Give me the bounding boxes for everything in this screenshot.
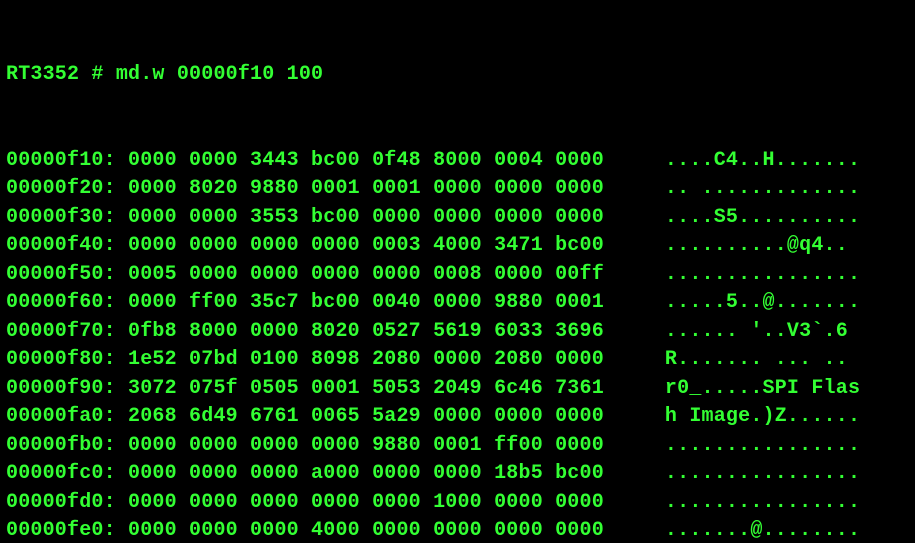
hex-words: 0000 0000 0000 4000 0000 0000 0000 0000 <box>116 519 604 542</box>
hex-address: 00000f60: <box>6 291 116 314</box>
hex-words: 0000 0000 0000 0000 9880 0001 ff00 0000 <box>116 434 604 457</box>
hex-address: 00000fb0: <box>6 434 116 457</box>
hex-address: 00000f30: <box>6 206 116 229</box>
hex-address: 00000fa0: <box>6 405 116 428</box>
ascii-column: ................ <box>604 462 860 485</box>
ascii-column: ................ <box>604 263 860 286</box>
hex-address: 00000f90: <box>6 377 116 400</box>
ascii-column: h Image.)Z...... <box>604 405 860 428</box>
hex-words: 2068 6d49 6761 0065 5a29 0000 0000 0000 <box>116 405 604 428</box>
hexdump-row: 00000f30: 0000 0000 3553 bc00 0000 0000 … <box>6 204 909 233</box>
hex-words: 0000 0000 3553 bc00 0000 0000 0000 0000 <box>116 206 604 229</box>
hex-words: 1e52 07bd 0100 8098 2080 0000 2080 0000 <box>116 348 604 371</box>
ascii-column: ................ <box>604 491 860 514</box>
hexdump-row: 00000fc0: 0000 0000 0000 a000 0000 0000 … <box>6 460 909 489</box>
hex-address: 00000f50: <box>6 263 116 286</box>
command-line: RT3352 # md.w 00000f10 100 <box>6 61 909 90</box>
hexdump-row: 00000fb0: 0000 0000 0000 0000 9880 0001 … <box>6 432 909 461</box>
ascii-column: .. ............. <box>604 177 860 200</box>
hexdump-row: 00000f50: 0005 0000 0000 0000 0000 0008 … <box>6 261 909 290</box>
hexdump-row: 00000fa0: 2068 6d49 6761 0065 5a29 0000 … <box>6 403 909 432</box>
hex-address: 00000fd0: <box>6 491 116 514</box>
hex-address: 00000f20: <box>6 177 116 200</box>
ascii-column: ...... '..V3`.6 <box>604 320 848 343</box>
hexdump-row: 00000f10: 0000 0000 3443 bc00 0f48 8000 … <box>6 147 909 176</box>
ascii-column: .......@........ <box>604 519 860 542</box>
hexdump-row: 00000f70: 0fb8 8000 0000 8020 0527 5619 … <box>6 318 909 347</box>
terminal-output: RT3352 # md.w 00000f10 100 00000f10: 000… <box>0 0 915 543</box>
hexdump-row: 00000f60: 0000 ff00 35c7 bc00 0040 0000 … <box>6 289 909 318</box>
hex-words: 0000 0000 0000 0000 0003 4000 3471 bc00 <box>116 234 604 257</box>
hexdump-row: 00000f80: 1e52 07bd 0100 8098 2080 0000 … <box>6 346 909 375</box>
command-text: md.w 00000f10 100 <box>116 63 323 86</box>
hexdump-row: 00000f20: 0000 8020 9880 0001 0001 0000 … <box>6 175 909 204</box>
hex-words: 0005 0000 0000 0000 0000 0008 0000 00ff <box>116 263 604 286</box>
hex-address: 00000f80: <box>6 348 116 371</box>
ascii-column: ................ <box>604 434 860 457</box>
hex-address: 00000f40: <box>6 234 116 257</box>
hex-address: 00000fc0: <box>6 462 116 485</box>
ascii-column: R....... ... .. <box>604 348 848 371</box>
ascii-column: r0_.....SPI Flas <box>604 377 860 400</box>
hex-address: 00000f70: <box>6 320 116 343</box>
hex-address: 00000f10: <box>6 149 116 172</box>
ascii-column: ....C4..H....... <box>604 149 860 172</box>
hexdump-row: 00000fe0: 0000 0000 0000 4000 0000 0000 … <box>6 517 909 543</box>
ascii-column: .....5..@....... <box>604 291 860 314</box>
hex-words: 0000 0000 0000 a000 0000 0000 18b5 bc00 <box>116 462 604 485</box>
hex-words: 0000 8020 9880 0001 0001 0000 0000 0000 <box>116 177 604 200</box>
ascii-column: ....S5.......... <box>604 206 860 229</box>
hexdump-row: 00000f40: 0000 0000 0000 0000 0003 4000 … <box>6 232 909 261</box>
hex-words: 0fb8 8000 0000 8020 0527 5619 6033 3696 <box>116 320 604 343</box>
hex-words: 0000 ff00 35c7 bc00 0040 0000 9880 0001 <box>116 291 604 314</box>
hexdump-row: 00000f90: 3072 075f 0505 0001 5053 2049 … <box>6 375 909 404</box>
shell-prompt: RT3352 # <box>6 63 116 86</box>
hexdump-row: 00000fd0: 0000 0000 0000 0000 0000 1000 … <box>6 489 909 518</box>
ascii-column: ..........@q4.. <box>604 234 848 257</box>
hex-address: 00000fe0: <box>6 519 116 542</box>
hex-words: 0000 0000 3443 bc00 0f48 8000 0004 0000 <box>116 149 604 172</box>
hex-words: 0000 0000 0000 0000 0000 1000 0000 0000 <box>116 491 604 514</box>
hexdump-body: 00000f10: 0000 0000 3443 bc00 0f48 8000 … <box>6 147 909 543</box>
hex-words: 3072 075f 0505 0001 5053 2049 6c46 7361 <box>116 377 604 400</box>
